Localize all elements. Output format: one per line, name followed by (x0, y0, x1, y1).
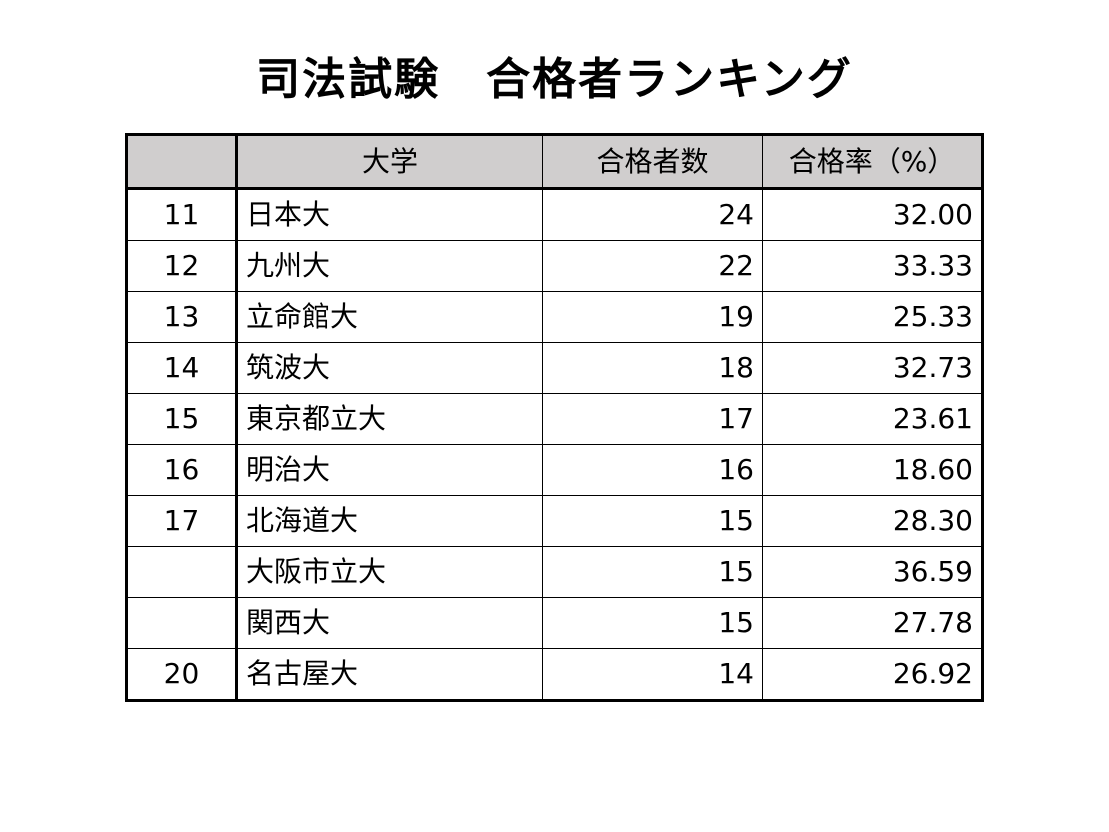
rank-cell: 16 (126, 444, 238, 496)
table-row: 11 日本大 24 32.00 (126, 188, 983, 241)
table-row: 20 名古屋大 14 26.92 (126, 648, 983, 701)
rank-cell: 13 (126, 291, 238, 343)
university-cell: 明治大 (236, 444, 543, 496)
pass-rate-cell: 18.60 (762, 444, 983, 496)
header-row: 大学 合格者数 合格率（%） (126, 134, 983, 190)
table-row: 13 立命館大 19 25.33 (126, 291, 983, 343)
rank-cell: 20 (126, 648, 238, 701)
university-cell: 北海道大 (236, 495, 543, 547)
table-row: 15 東京都立大 17 23.61 (126, 393, 983, 445)
passers-cell: 24 (542, 188, 763, 241)
passers-cell: 15 (542, 597, 763, 649)
university-cell: 日本大 (236, 188, 543, 241)
rank-cell: 11 (126, 188, 238, 241)
table-row: 14 筑波大 18 32.73 (126, 342, 983, 394)
university-cell: 立命館大 (236, 291, 543, 343)
university-cell: 関西大 (236, 597, 543, 649)
rank-cell: 14 (126, 342, 238, 394)
passers-cell: 17 (542, 393, 763, 445)
passers-cell: 22 (542, 240, 763, 292)
rank-cell: 15 (126, 393, 238, 445)
table-row: 12 九州大 22 33.33 (126, 240, 983, 292)
page-title: 司法試験 合格者ランキング (256, 54, 853, 105)
pass-rate-cell: 32.00 (762, 188, 983, 241)
table-row: 16 明治大 16 18.60 (126, 444, 983, 496)
ranking-table: 大学 合格者数 合格率（%） 11 日本大 24 32.00 12 九州大 22… (125, 133, 984, 702)
pass-rate-cell: 32.73 (762, 342, 983, 394)
passers-cell: 18 (542, 342, 763, 394)
rank-cell: 17 (126, 495, 238, 547)
pass-rate-cell: 36.59 (762, 546, 983, 598)
table-row: 17 北海道大 15 28.30 (126, 495, 983, 547)
rank-column-header (126, 134, 238, 190)
pass-rate-cell: 26.92 (762, 648, 983, 701)
university-cell: 九州大 (236, 240, 543, 292)
university-cell: 大阪市立大 (236, 546, 543, 598)
pass-rate-cell: 33.33 (762, 240, 983, 292)
pass-rate-column-header: 合格率（%） (762, 134, 983, 190)
pass-rate-cell: 27.78 (762, 597, 983, 649)
passers-cell: 16 (542, 444, 763, 496)
passers-cell: 15 (542, 546, 763, 598)
passers-cell: 14 (542, 648, 763, 701)
pass-rate-cell: 28.30 (762, 495, 983, 547)
university-column-header: 大学 (236, 134, 543, 190)
university-cell: 筑波大 (236, 342, 543, 394)
passers-cell: 19 (542, 291, 763, 343)
passers-cell: 15 (542, 495, 763, 547)
table-row: 関西大 15 27.78 (126, 597, 983, 649)
pass-rate-cell: 23.61 (762, 393, 983, 445)
rank-cell (126, 597, 238, 649)
rank-cell: 12 (126, 240, 238, 292)
table-row: 大阪市立大 15 36.59 (126, 546, 983, 598)
passers-column-header: 合格者数 (542, 134, 763, 190)
university-cell: 東京都立大 (236, 393, 543, 445)
pass-rate-cell: 25.33 (762, 291, 983, 343)
rank-cell (126, 546, 238, 598)
university-cell: 名古屋大 (236, 648, 543, 701)
